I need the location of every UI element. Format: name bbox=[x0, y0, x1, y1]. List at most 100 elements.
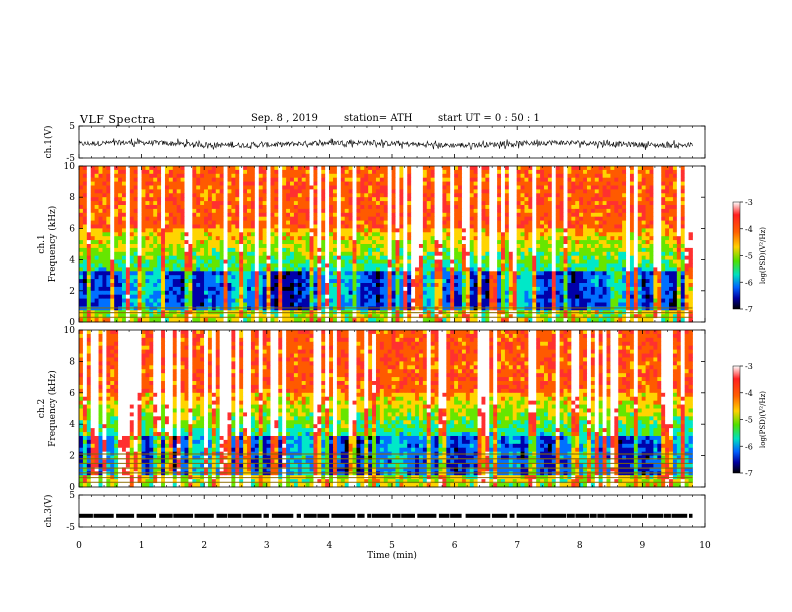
spectrogram-cell bbox=[633, 279, 639, 284]
spectrogram-cell bbox=[551, 267, 557, 272]
spectrogram-cell bbox=[594, 166, 600, 171]
spectrogram-cell bbox=[247, 173, 252, 179]
spectrogram-cell bbox=[133, 263, 139, 268]
spectrogram-cell bbox=[297, 263, 303, 268]
spectrogram-cell bbox=[653, 224, 658, 229]
spectrogram-cell bbox=[684, 251, 689, 257]
spectrogram-cell bbox=[372, 224, 377, 229]
spectrogram-cell bbox=[391, 173, 396, 179]
spectrogram-cell bbox=[364, 193, 369, 198]
spectrogram-cell bbox=[649, 271, 654, 276]
spectrogram-cell bbox=[172, 189, 178, 194]
spectrogram-cell bbox=[446, 271, 451, 276]
spectrogram-cell bbox=[536, 236, 541, 241]
spectrogram-cell bbox=[438, 169, 443, 175]
spectrogram-cell bbox=[684, 240, 689, 245]
spectrogram-cell bbox=[497, 185, 502, 190]
spectrogram-cell bbox=[149, 212, 154, 218]
spectrogram-cell bbox=[129, 240, 135, 245]
spectrogram-cell bbox=[454, 189, 459, 194]
spectrogram-cell bbox=[161, 244, 166, 249]
spectrogram-cell bbox=[121, 197, 127, 202]
spectrogram-cell bbox=[403, 236, 408, 241]
spectrogram-cell bbox=[235, 169, 240, 175]
spectrogram-cell bbox=[465, 259, 471, 264]
spectrogram-cell bbox=[618, 220, 623, 225]
spectrogram-cell bbox=[157, 271, 162, 276]
spectrogram-cell bbox=[368, 255, 373, 260]
spectrogram-cell bbox=[594, 259, 600, 264]
spectrogram-cell bbox=[270, 166, 275, 171]
spectrogram-cell bbox=[618, 283, 623, 288]
spectrogram-cell bbox=[559, 216, 564, 221]
spectrogram-cell bbox=[278, 275, 283, 280]
spectrogram-cell bbox=[551, 263, 557, 268]
spectrogram-cell bbox=[473, 247, 478, 253]
spectrogram-cell bbox=[379, 208, 385, 214]
spectrogram-cell bbox=[336, 240, 342, 245]
spectrogram-cell bbox=[438, 255, 443, 260]
spectrogram-cell bbox=[458, 173, 463, 179]
spectrogram-cell bbox=[164, 244, 170, 249]
spectrogram-cell bbox=[657, 205, 662, 210]
spectrogram-cell bbox=[243, 279, 248, 284]
spectrogram-cell bbox=[551, 173, 557, 179]
spectrogram-cell bbox=[176, 271, 181, 276]
spectrogram-cell bbox=[270, 201, 275, 206]
spectrogram-cell bbox=[239, 259, 244, 264]
spectrogram-cell bbox=[188, 283, 193, 288]
spectrogram-cell bbox=[254, 205, 260, 210]
spectrogram-cell bbox=[645, 259, 650, 264]
spectrogram-cell bbox=[352, 271, 357, 276]
spectrogram-cell bbox=[626, 201, 631, 206]
spectrogram-cell bbox=[231, 201, 236, 206]
spectrogram-cell bbox=[536, 189, 541, 194]
spectrogram-cell bbox=[559, 271, 564, 276]
spectrogram-cell bbox=[606, 263, 611, 268]
spectrogram-cell bbox=[563, 240, 568, 245]
spectrogram-cell bbox=[489, 279, 494, 284]
spectrogram-cell bbox=[614, 177, 619, 182]
spectrogram-cell bbox=[223, 271, 228, 276]
spectrogram-cell bbox=[520, 177, 525, 182]
spectrogram-cell bbox=[364, 236, 369, 241]
spectrogram-cell bbox=[411, 224, 416, 229]
spectrogram-cell bbox=[649, 181, 654, 186]
spectrogram-cell bbox=[594, 251, 600, 257]
spectrogram-cell bbox=[375, 201, 381, 206]
spectrogram-cell bbox=[204, 189, 209, 194]
spectrogram-cell bbox=[321, 240, 326, 245]
spectrogram-cell bbox=[301, 224, 307, 229]
spectrogram-cell bbox=[418, 263, 424, 268]
spectrogram-cell bbox=[231, 279, 236, 284]
spectrogram-cell bbox=[207, 166, 213, 171]
spectrogram-cell bbox=[415, 236, 420, 241]
spectrogram-cell bbox=[336, 189, 342, 194]
spectrogram-cell bbox=[465, 216, 471, 221]
spectrogram-cell bbox=[133, 267, 139, 272]
spectrogram-cell bbox=[594, 193, 600, 198]
spectrogram-cell bbox=[489, 177, 494, 182]
spectrogram-cell bbox=[372, 201, 377, 206]
spectrogram-cell bbox=[684, 224, 689, 229]
spectrogram-cell bbox=[469, 271, 475, 276]
spectrogram-cell bbox=[676, 166, 682, 171]
spectrogram-cell bbox=[536, 279, 541, 284]
spectrogram-cell bbox=[145, 244, 150, 249]
spectrogram-cell bbox=[458, 189, 463, 194]
spectrogram-cell bbox=[313, 259, 318, 264]
spectrogram-cell bbox=[79, 271, 84, 276]
spectrogram-cell bbox=[540, 193, 545, 198]
spectrogram-cell bbox=[395, 279, 400, 284]
spectrogram-cell bbox=[481, 240, 486, 245]
spectrogram-cell bbox=[579, 232, 584, 237]
spectrogram-cell bbox=[633, 189, 639, 194]
spectrogram-cell bbox=[118, 232, 123, 237]
spectrogram-cell bbox=[293, 173, 299, 179]
spectrogram-cell bbox=[391, 244, 396, 249]
spectrogram-cell bbox=[469, 240, 475, 245]
spectrogram-cell bbox=[559, 232, 564, 237]
spectrogram-cell bbox=[254, 185, 260, 190]
spectrogram-cell bbox=[90, 247, 96, 253]
spectrogram-cell bbox=[422, 259, 428, 264]
